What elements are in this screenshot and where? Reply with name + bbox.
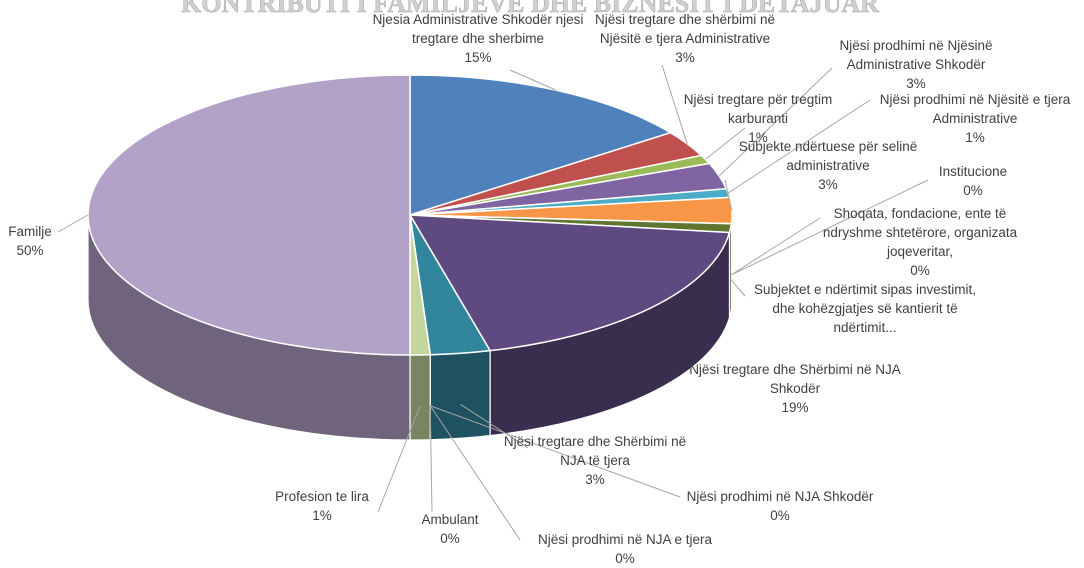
data-label: Njësi tregtare dhe Shërbimi në NJA Shkod… [685,360,905,417]
slice-name: Subjektet e ndërtimit sipas investimit, … [753,282,977,335]
slice-name: Ambulant [421,512,479,527]
slice-value: 15% [464,50,492,65]
data-label: Njësi tregtare dhe shërbimi në Njësitë e… [580,10,790,67]
slice-value: 3% [585,472,605,487]
leader-lines [57,64,929,541]
data-label: Familje 50% [0,222,60,260]
data-label: Njësi tregtare dhe Shërbimi në NJA të tj… [495,432,695,489]
slice-name: Profesion te lira [275,489,369,504]
slice-value: 1% [965,130,985,145]
leader-line [430,405,681,498]
data-label: Shoqata, fondacione, ente të ndryshme sh… [813,204,1028,280]
leader-line [730,278,746,297]
slice-value: 0% [440,531,460,546]
slice-name: Subjekte ndërtuese për selinë administra… [738,139,918,173]
data-label: Profesion te lira 1% [262,487,382,525]
leader-line [509,69,557,91]
leader-line [731,179,929,276]
pie-side [409,354,431,441]
leader-line [429,405,433,513]
slice-name: Shoqata, fondacione, ente të ndryshme sh… [822,206,1018,259]
slice-name: Institucione [938,164,1008,179]
slice-name: Njësi tregtare dhe shërbimi në Njësitë e… [594,12,776,46]
data-label: Institucione 0% [918,162,1028,200]
slice-value: 3% [818,177,838,192]
slice-value: 0% [963,183,983,198]
slice-name: Njësi prodhimi në Njësinë Administrative… [839,38,993,72]
slice-name: Njësi tregtare dhe Shërbimi në NJA të tj… [503,434,687,468]
leader-line [460,403,529,449]
slice-value: 0% [910,263,930,278]
data-label: Njësi prodhimi në NJA e tjera 0% [518,530,733,568]
slice-name: Njësi prodhimi në NJA e tjera [537,532,713,547]
slice-name: Familje [8,224,52,239]
leader-line [377,405,421,513]
data-label: Subjekte ndërtuese për selinë administra… [728,137,928,194]
slice-value: 0% [615,551,635,566]
data-label: Njësi prodhimi në NJA Shkodër 0% [675,487,885,525]
slice-name: Njësi tregtare për tregtim karburanti [683,92,833,126]
pie-sides [87,214,733,441]
data-label: Subjektet e ndërtimit sipas investimit, … [750,280,980,337]
slice-name: Njësi prodhimi në NJA Shkodër [686,489,874,504]
slice-value: 1% [748,130,768,145]
slice-value: 1% [312,508,332,523]
leader-line [727,99,871,194]
pie-side [429,349,491,441]
leader-line [705,127,746,160]
leader-line [661,64,688,144]
slice-name: Njësi tregtare dhe Shërbimi në NJA Shkod… [689,362,901,396]
leader-line [57,214,89,233]
data-label: Ambulant 0% [400,510,500,548]
slice-value: 3% [906,76,926,91]
chart-title: KONTRIBUTI I FAMILJEVE DHE BIZNESIT I DE… [181,0,879,18]
slice-value: 50% [16,243,44,258]
slice-value: 19% [781,400,809,415]
data-label: Njesia Administrative Shkodër njesi treg… [371,10,586,67]
slice-value: 3% [675,50,695,65]
leader-line [718,67,833,177]
data-label: Njësi prodhimi në Njësinë Administrative… [821,36,1011,93]
pie-slice [408,214,731,352]
slice-name: Njesia Administrative Shkodër njesi treg… [372,12,584,46]
slice-name: Njësi prodhimi në Njësitë e tjera Admini… [879,92,1071,126]
data-label: Njësi prodhimi në Njësitë e tjera Admini… [875,90,1075,147]
leader-line [731,217,821,276]
data-label: Njësi tregtare për tregtim karburanti 1% [663,90,853,147]
leader-line [724,179,733,211]
pie-tops [87,74,733,356]
leader-line [429,405,521,541]
slice-value: 0% [770,508,790,523]
